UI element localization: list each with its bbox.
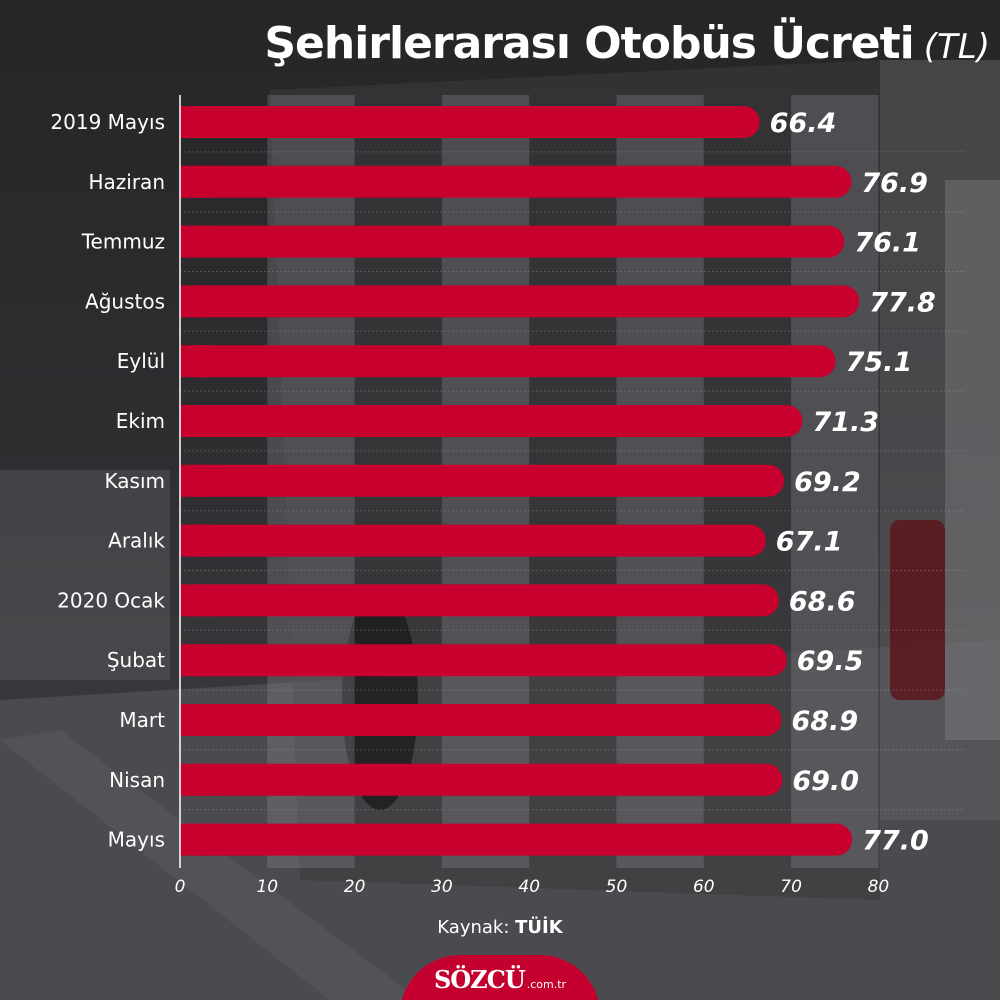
x-tick-label: 30 bbox=[431, 877, 453, 897]
chart-title: Şehirlerarası Otobüs Ücreti (TL) bbox=[0, 18, 990, 69]
bar-base-4 bbox=[180, 345, 212, 378]
bar-4 bbox=[180, 345, 836, 378]
chart-title-unit: (TL) bbox=[923, 27, 990, 67]
bar-2 bbox=[180, 225, 845, 258]
bar-12 bbox=[180, 823, 853, 856]
bar-base-8 bbox=[180, 584, 212, 617]
sozcu-logo: SÖZCÜ .com.tr bbox=[400, 955, 600, 1000]
logo-text: SÖZCÜ bbox=[433, 965, 526, 994]
bar-10 bbox=[180, 704, 782, 736]
source-name: TÜİK bbox=[515, 917, 563, 938]
axis: 0 10 20 30 40 50 60 70 80 bbox=[175, 95, 890, 897]
category-label: Temmuz bbox=[81, 230, 165, 254]
bar-0 bbox=[180, 106, 760, 138]
x-tick-label: 70 bbox=[780, 877, 802, 897]
category-label: 2019 Mayıs bbox=[50, 110, 165, 134]
category-label: Kasım bbox=[105, 469, 165, 493]
category-label: Haziran bbox=[88, 170, 165, 194]
value-label: 75.1 bbox=[846, 347, 913, 378]
category-label: Nisan bbox=[109, 768, 165, 792]
value-label: 76.1 bbox=[854, 228, 921, 259]
category-label: 2020 Ocak bbox=[57, 588, 165, 612]
category-label: Mart bbox=[119, 708, 165, 732]
bar-base-1 bbox=[180, 165, 212, 198]
bar-11 bbox=[180, 763, 783, 796]
bar-base-2 bbox=[180, 225, 212, 258]
value-label: 67.1 bbox=[776, 527, 843, 558]
x-tick-label: 0 bbox=[175, 877, 186, 897]
x-tick-label: 50 bbox=[606, 877, 628, 897]
category-label: Ağustos bbox=[85, 289, 165, 313]
bar-base-5 bbox=[180, 405, 212, 437]
x-tick-label: 20 bbox=[344, 877, 366, 897]
bar-base-0 bbox=[180, 106, 212, 138]
category-label: Ekim bbox=[116, 409, 165, 433]
category-label: Şubat bbox=[107, 648, 165, 672]
x-tick-label: 40 bbox=[518, 877, 540, 897]
bar-base-11 bbox=[180, 763, 212, 796]
value-label: 68.9 bbox=[791, 706, 858, 737]
x-tick-label: 60 bbox=[693, 877, 715, 897]
bar-base-3 bbox=[180, 285, 212, 318]
bar-5 bbox=[180, 405, 803, 437]
category-label: Mayıs bbox=[108, 828, 165, 852]
category-label: Eylül bbox=[117, 349, 165, 373]
value-label: 68.6 bbox=[789, 586, 856, 617]
logo-domain: .com.tr bbox=[526, 978, 567, 991]
value-label: 69.2 bbox=[794, 467, 861, 498]
bar-6 bbox=[180, 464, 785, 497]
grid-band-7 bbox=[791, 95, 879, 868]
bar-base-12 bbox=[180, 823, 212, 856]
bar-1 bbox=[180, 165, 852, 198]
value-label: 71.3 bbox=[812, 407, 879, 438]
bar-base-6 bbox=[180, 464, 212, 497]
bar-8 bbox=[180, 584, 779, 617]
value-label: 69.5 bbox=[797, 646, 864, 677]
bar-base-7 bbox=[180, 524, 212, 557]
bar-base-9 bbox=[180, 644, 212, 677]
source-prefix: Kaynak: bbox=[437, 917, 510, 938]
source-line: Kaynak: TÜİK bbox=[0, 917, 1000, 938]
bar-3 bbox=[180, 285, 860, 318]
value-label: 76.9 bbox=[861, 168, 928, 199]
bar-7 bbox=[180, 524, 766, 557]
x-tick-label: 80 bbox=[868, 877, 890, 897]
value-label: 69.0 bbox=[792, 766, 859, 797]
chart-title-text: Şehirlerarası Otobüs Ücreti bbox=[264, 18, 914, 69]
value-label: 77.0 bbox=[862, 826, 929, 857]
value-label: 66.4 bbox=[770, 108, 837, 139]
category-label: Aralık bbox=[108, 529, 165, 553]
bar-base-10 bbox=[180, 704, 212, 736]
value-label: 77.8 bbox=[869, 287, 936, 318]
bar-9 bbox=[180, 644, 787, 677]
x-tick-label: 10 bbox=[256, 877, 278, 897]
bars: 2019 Mayıs 66.4 Haziran 76.9 Temmuz 76.1 Ağust… bbox=[50, 106, 936, 857]
